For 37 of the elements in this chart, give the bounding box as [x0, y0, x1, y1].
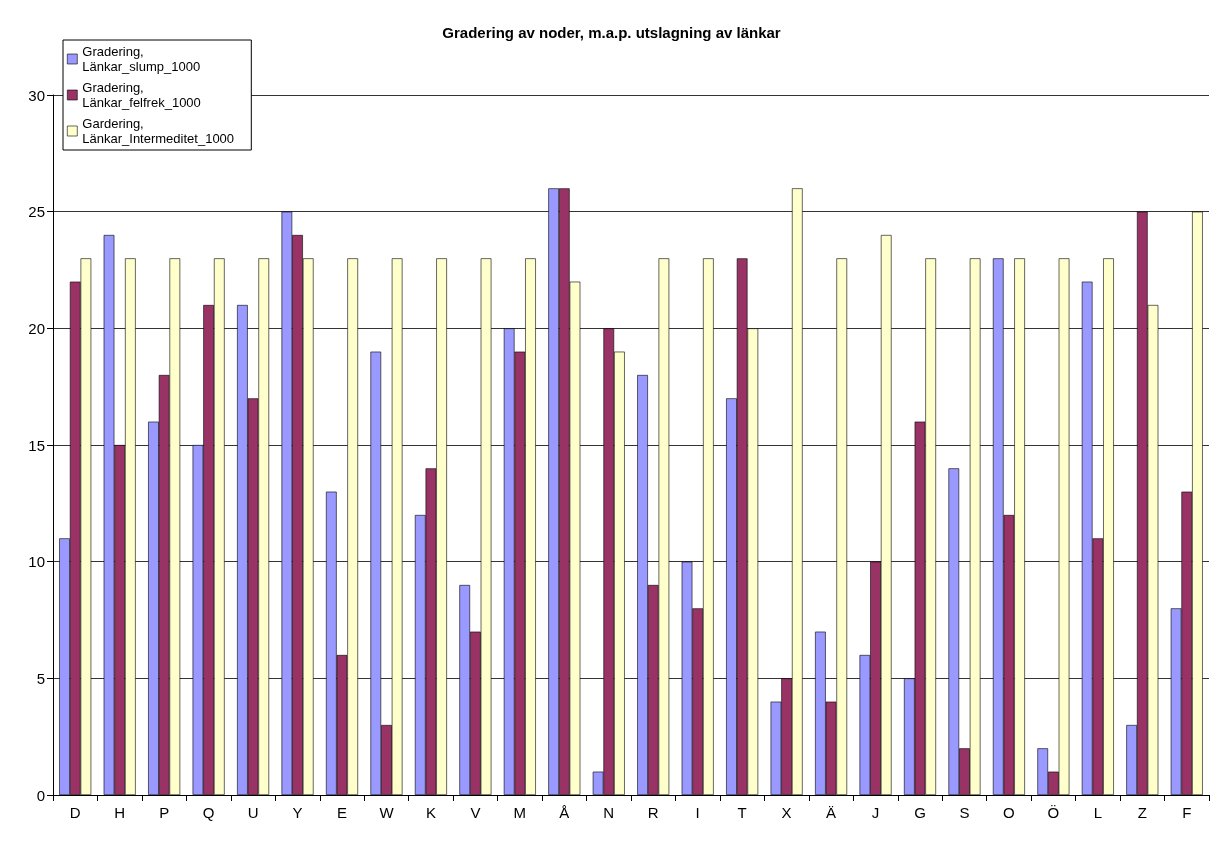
x-tick-label: D [69, 804, 81, 821]
x-tick-label: O [1003, 804, 1015, 821]
x-tick-label: G [914, 804, 926, 821]
x-tick-label: F [1182, 804, 1192, 821]
x-tick-label: N [603, 804, 615, 821]
x-tick-label: S [959, 804, 970, 821]
x-tick-label: Å [559, 804, 570, 821]
legend-label: Gradering, Länkar_felfrek_1000 [82, 80, 201, 110]
legend-label: Gradering, Länkar_slump_1000 [82, 44, 201, 74]
y-tick-label: 15 [28, 436, 45, 454]
x-tick-label: Y [292, 804, 303, 821]
x-tick-label: Ö [1047, 804, 1060, 821]
x-tick-label: K [425, 804, 436, 821]
y-tick-label: 10 [28, 553, 45, 571]
x-tick-label: L [1093, 804, 1103, 821]
y-tick-label: 25 [28, 203, 45, 221]
x-tick-label: V [470, 804, 481, 821]
legend-label: Gardering, Länkar_Intermeditet_1000 [82, 116, 235, 146]
x-tick-label: I [695, 804, 700, 821]
x-tick-label: W [379, 804, 395, 821]
chart-title: Gradering av noder, m.a.p. utslagning av länkar [442, 24, 781, 41]
y-tick-label: 5 [36, 669, 45, 687]
x-tick-label: H [114, 804, 126, 821]
x-tick-label: X [781, 804, 792, 821]
y-tick-label: 20 [28, 319, 45, 337]
x-tick-label: Q [202, 804, 215, 821]
x-tick-label: U [247, 804, 259, 821]
x-tick-label: M [513, 804, 527, 821]
x-tick-label: P [159, 804, 170, 821]
x-tick-label: T [737, 804, 747, 821]
y-tick-label: 30 [28, 86, 45, 104]
x-tick-label: J [871, 804, 880, 821]
x-tick-label: Ä [826, 804, 837, 821]
x-tick-label: E [336, 804, 348, 821]
x-tick-label: R [647, 804, 659, 821]
y-tick-label: 0 [36, 786, 45, 804]
x-tick-label: Z [1137, 804, 1147, 821]
